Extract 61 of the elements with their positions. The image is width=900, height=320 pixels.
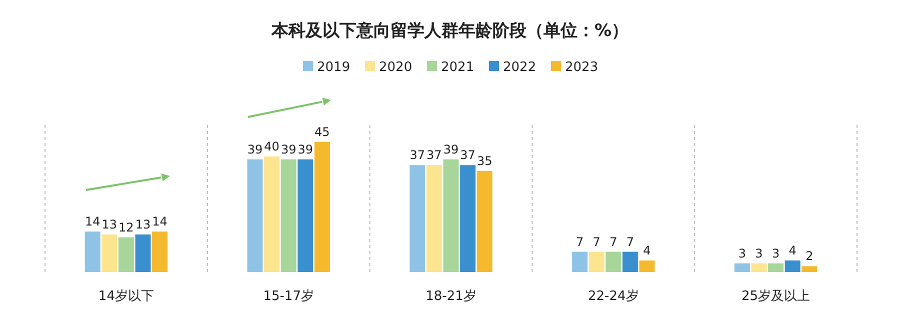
legend-label: 2022 <box>503 60 536 75</box>
data-label: 39 <box>298 142 314 156</box>
bar <box>622 252 638 272</box>
bar <box>768 263 784 272</box>
data-label: 3 <box>738 246 746 260</box>
bar <box>264 156 280 272</box>
data-label: 7 <box>626 234 634 249</box>
data-label: 14 <box>84 214 100 229</box>
bar <box>588 252 604 272</box>
bar <box>572 252 588 272</box>
bar <box>84 232 100 272</box>
data-label: 37 <box>410 148 426 162</box>
bar <box>639 260 655 272</box>
legend-label: 2021 <box>441 60 474 75</box>
bar <box>802 266 818 272</box>
bar <box>118 237 134 272</box>
data-label: 37 <box>460 148 476 162</box>
data-label: 40 <box>264 139 280 154</box>
x-tick-label: 22-24岁 <box>588 289 639 304</box>
legend-label: 2019 <box>317 60 350 75</box>
data-label: 39 <box>247 142 263 156</box>
bar <box>298 159 314 272</box>
legend-label: 2020 <box>379 60 412 75</box>
data-label: 3 <box>772 246 780 260</box>
data-label: 3 <box>755 246 763 260</box>
data-label: 7 <box>576 234 584 249</box>
data-label: 39 <box>443 142 459 156</box>
data-label: 2 <box>806 249 814 264</box>
bar <box>751 263 767 272</box>
data-label: 7 <box>592 234 600 249</box>
legend-label: 2023 <box>565 60 598 75</box>
bar <box>784 260 800 272</box>
bar <box>476 170 492 272</box>
x-tick-label: 14岁以下 <box>98 289 154 304</box>
bar <box>460 165 476 272</box>
data-label: 37 <box>426 148 442 162</box>
bar <box>426 165 442 272</box>
data-label: 45 <box>314 125 330 139</box>
data-label: 4 <box>788 243 796 258</box>
bar <box>734 263 750 272</box>
data-label: 13 <box>102 217 118 232</box>
data-label: 35 <box>476 154 492 168</box>
bar <box>135 234 151 272</box>
x-tick-label: 18-21岁 <box>426 289 476 304</box>
bar <box>410 165 426 272</box>
data-label: 12 <box>118 220 134 234</box>
data-label: 13 <box>135 217 151 232</box>
chart-title: 本科及以下意向留学人群年龄阶段（单位：%） <box>270 21 629 41</box>
bar <box>606 252 622 272</box>
data-label: 4 <box>643 243 651 258</box>
bar <box>152 232 168 272</box>
data-label: 39 <box>280 142 296 156</box>
bar <box>102 234 118 272</box>
data-label: 14 <box>152 214 168 229</box>
x-tick-label: 15-17岁 <box>263 289 314 304</box>
bar <box>314 142 330 272</box>
bar <box>247 159 263 272</box>
data-label: 7 <box>610 234 618 249</box>
bar <box>280 159 296 272</box>
x-tick-label: 25岁及以上 <box>742 289 810 304</box>
bar <box>443 159 459 272</box>
